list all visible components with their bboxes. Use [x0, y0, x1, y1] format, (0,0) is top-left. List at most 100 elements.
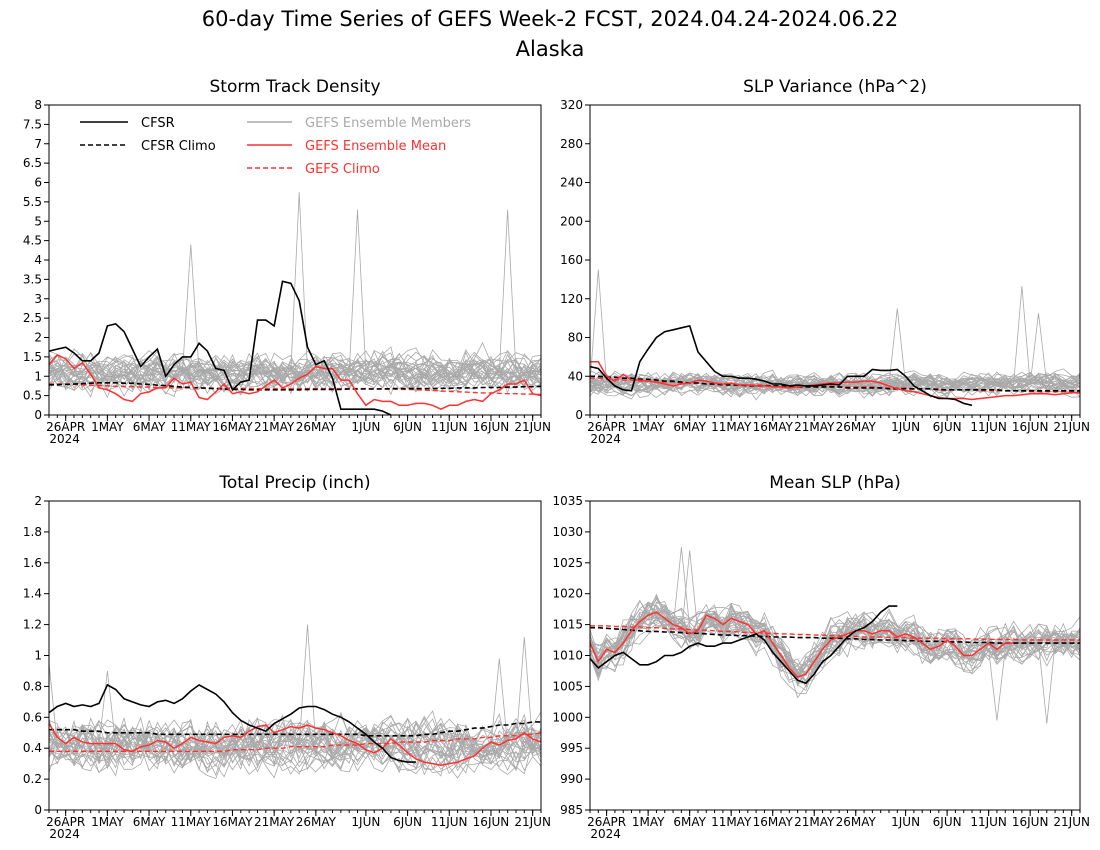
ensemble-member-spike	[988, 649, 1006, 721]
gefs-climo-line	[49, 383, 542, 396]
y-tick-label: 0.8	[23, 679, 42, 693]
ensemble-member-spike	[290, 192, 308, 373]
x-tick-label: 11JUN	[970, 815, 1007, 829]
gefs-mean-line	[589, 611, 1014, 678]
ensemble-member-spike	[498, 209, 517, 373]
x-axis: 26APR 1MAY 6MAY 11MAY 16MAY 21MAY 26MAY 1JUN 6JU…	[587, 415, 1090, 446]
ensemble-members	[48, 624, 542, 780]
y-axis: 985 990 995 1000 1005 1010 1015 1020 1025 1030 103…	[552, 494, 590, 817]
x-tick-label: 11MAY	[171, 420, 212, 434]
cfsr-line	[589, 324, 973, 407]
y-tick-label: 1035	[552, 494, 583, 508]
y-tick-label: 5	[34, 214, 42, 228]
ensemble-member-spike	[490, 658, 508, 746]
x-tick-label: 1JUN	[891, 815, 920, 829]
y-tick-label: 40	[568, 369, 583, 383]
chart-panel: Mean SLP (hPa) 985 990 995 1000 1005 1010 1015 1…	[552, 473, 1090, 841]
x-tick-label: 1JUN	[351, 420, 380, 434]
y-tick-label: 0.5	[23, 389, 42, 403]
x-tick-label: 21JUN	[1053, 420, 1090, 434]
y-tick-label: 6.5	[23, 156, 42, 170]
x-tick-label: 21MAY	[254, 815, 295, 829]
chart-panel: SLP Variance (hPa^2) 0 40 80 120 160 200 240 280…	[560, 77, 1090, 446]
x-tick-label: 16MAY	[753, 420, 794, 434]
x-tick-label: 21JUN	[1053, 815, 1090, 829]
y-tick-label: 200	[560, 214, 583, 228]
y-tick-label: 985	[560, 803, 583, 817]
x-axis: 26APR 1MAY 6MAY 11MAY 16MAY 21MAY 26MAY 1JUN 6JU…	[46, 810, 551, 841]
ensemble-member-line	[48, 354, 542, 389]
x-tick-label: 6MAY	[673, 420, 706, 434]
x-tick-label: 1JUN	[891, 420, 920, 434]
y-tick-label: 1020	[552, 587, 583, 601]
y-tick-label: 2.5	[23, 311, 42, 325]
ensemble-member-line	[48, 716, 542, 772]
panel-title: SLP Variance (hPa^2)	[743, 77, 927, 97]
x-axis: 26APR 1MAY 6MAY 11MAY 16MAY 21MAY 26MAY 1JUN 6JU…	[587, 810, 1090, 841]
x-tick-label: 16MAY	[212, 420, 253, 434]
x-tick-label: 26APR	[46, 815, 85, 829]
y-tick-label: 0.4	[23, 741, 42, 755]
y-tick-label: 7.5	[23, 117, 42, 131]
ensemble-member-spike	[672, 547, 691, 628]
panel-title: Total Precip (inch)	[218, 473, 370, 493]
cfsr-climo-line	[590, 375, 1080, 392]
y-tick-label: 4	[34, 253, 42, 267]
y-tick-label: 0	[575, 408, 583, 422]
x-tick-label: 16JUN	[473, 815, 510, 829]
gefs-mean-line	[48, 723, 542, 766]
x-tick-label: 1JUN	[351, 815, 380, 829]
x-tick-label: 21MAY	[794, 815, 835, 829]
ensemble-member-spike	[98, 670, 117, 746]
ensemble-member-line	[48, 720, 542, 778]
y-tick-label: 5.5	[23, 195, 42, 209]
legend-cfsr-label: CFSR	[141, 116, 175, 131]
y-tick-label: 3	[34, 292, 42, 306]
cfsr-climo-line	[49, 381, 542, 391]
x-tick-label: 26MAY	[836, 815, 877, 829]
ensemble-member-line	[48, 350, 542, 395]
x-tick-label: 11JUN	[431, 815, 468, 829]
y-tick-label: 1	[34, 369, 42, 383]
ensemble-member-spike	[348, 209, 367, 373]
ensemble-member-spike	[589, 269, 607, 385]
y-axis: 0 0.2 0.4 0.6 0.8 1 1.2 1.4 1.6 1.8 2	[23, 494, 49, 817]
ensemble-member-line	[48, 720, 542, 770]
x-year-label: 2024	[590, 432, 621, 446]
x-tick-label: 16MAY	[753, 815, 794, 829]
y-tick-label: 160	[560, 253, 583, 267]
ensemble-member-line	[48, 719, 542, 777]
cfsr-climo-line	[590, 626, 1080, 644]
x-tick-label: 21JUN	[514, 420, 551, 434]
ensemble-member-line	[48, 717, 542, 775]
ensemble-member-line	[589, 603, 1081, 681]
panel-title: Storm Track Density	[209, 77, 380, 97]
legend-members-label: GEFS Ensemble Members	[305, 116, 471, 131]
x-tick-label: 6JUN	[393, 815, 422, 829]
y-tick-label: 4.5	[23, 234, 42, 248]
legend: CFSR CFSR Climo GEFS Ensemble Members GEFS …	[80, 116, 471, 177]
x-tick-label: 11JUN	[970, 420, 1007, 434]
chart-panel: Total Precip (inch) 0 0.2 0.4 0.6 0.8 1 1.2 1.4 1…	[23, 473, 551, 841]
ensemble-member-line	[48, 716, 542, 774]
legend-cfsr-climo-label: CFSR Climo	[141, 139, 216, 154]
x-tick-label: 1MAY	[632, 420, 665, 434]
x-year-label: 2024	[49, 827, 80, 841]
ensemble-member-line	[48, 354, 542, 393]
y-tick-label: 0.2	[23, 772, 42, 786]
ensemble-member-spike	[515, 636, 534, 746]
x-tick-label: 16JUN	[473, 420, 510, 434]
x-tick-label: 26MAY	[296, 420, 337, 434]
ensemble-member-line	[589, 604, 1081, 684]
x-tick-label: 26APR	[587, 815, 626, 829]
ensemble-member-line	[589, 612, 1081, 682]
x-tick-label: 26APR	[587, 420, 626, 434]
y-tick-label: 1	[34, 649, 42, 663]
ensemble-member-line	[589, 372, 1081, 398]
x-tick-label: 6JUN	[393, 420, 422, 434]
plot-frame	[589, 104, 1081, 416]
y-tick-label: 280	[560, 137, 583, 151]
x-tick-label: 26MAY	[836, 420, 877, 434]
y-tick-label: 120	[560, 292, 583, 306]
x-tick-label: 11MAY	[171, 815, 212, 829]
